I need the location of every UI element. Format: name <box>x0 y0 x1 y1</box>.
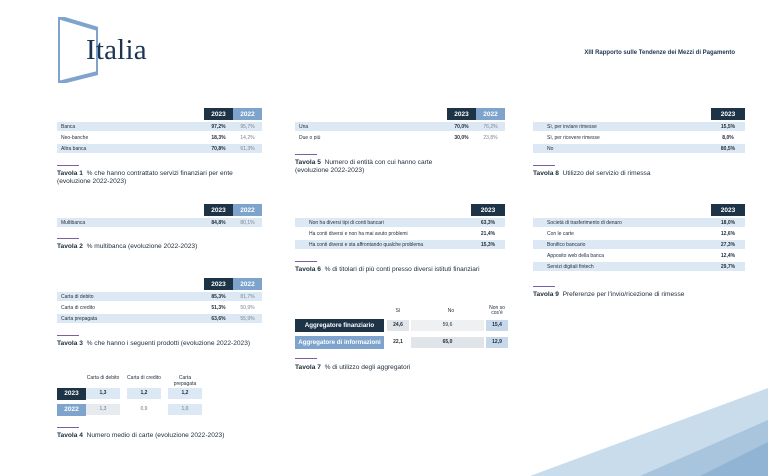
caption-tavola-6: Tavola 6 % di titolari di più conti pres… <box>295 266 480 273</box>
table-row: Multibanca 84,8% 80,1% <box>57 218 262 227</box>
row-label: Aggregatore finanziario <box>295 319 384 332</box>
table-row: Ha conti diversi e sta affrontando qualc… <box>295 240 505 249</box>
page-title: Italia <box>86 34 147 66</box>
table-row: Neo-banche 18,3% 14,2% <box>57 133 262 142</box>
caption-tavola-3: Tavola 3 % che hanno i seguenti prodotti… <box>57 340 251 347</box>
table-row: Servizi digitali fintech 29,7% <box>533 262 745 271</box>
caption-rule <box>57 427 79 428</box>
caption-rule <box>295 358 317 359</box>
table-row: Con le carte 12,6% <box>533 229 745 238</box>
table-tavola-5: 2023 2022 Una 70,0% 76,2% Due o più 30,0% 23,… <box>295 106 505 144</box>
caption-tavola-5: Tavola 5 Numero di entità con cui hanno … <box>295 159 433 175</box>
table-tavola-2: 2023 2022 Multibanca 84,8% 80,1% <box>57 202 262 229</box>
table-row: Ha conti diversi e non ha mai avuto prob… <box>295 229 505 238</box>
table-row: Sì, per inviare rimesse 15,5% <box>533 122 745 131</box>
caption-rule <box>295 261 317 262</box>
caption-tavola-1: Tavola 1 % che hanno contrattato servizi… <box>57 170 233 186</box>
caption-rule <box>57 238 79 239</box>
table-row: Due o più 30,0% 23,8% <box>295 133 505 142</box>
caption-tavola-9: Tavola 9 Preferenze per l'invio/ricezion… <box>533 291 685 298</box>
table-row: Una 70,0% 76,2% <box>295 122 505 131</box>
table-tavola-1: 2023 2022 Banca 97,2% 95,7% Neo-banche 18,3%… <box>57 106 262 155</box>
table-tavola-8: 2023 Sì, per inviare rimesse 15,5% Sì, pe… <box>533 106 745 155</box>
table-row: Banca 97,2% 95,7% <box>57 122 262 131</box>
table-row: Carta di credito 51,3% 50,9% <box>57 303 262 312</box>
table-tavola-9: 2023 Società di trasferimento di denaro 1… <box>533 202 745 273</box>
caption-rule <box>57 335 79 336</box>
table-row: Carta prepagata 63,6% 55,9% <box>57 314 262 323</box>
caption-tavola-7: Tavola 7 % di utilizzo degli aggregatori <box>295 364 411 371</box>
table-row: Società di trasferimento di denaro 18,0% <box>533 218 745 227</box>
report-title: XIII Rapporto sulle Tendenze dei Mezzi d… <box>584 50 735 56</box>
frame-logo-icon <box>58 17 98 83</box>
table-row: Bonifico bancario 27,3% <box>533 240 745 249</box>
table-row: Sì, per ricevere rimesse 8,0% <box>533 133 745 142</box>
year-label: 2023 <box>57 388 86 400</box>
year-label: 2022 <box>57 404 86 416</box>
background-decoration <box>530 388 768 476</box>
table-row: Apposito web della banca 12,4% <box>533 251 745 260</box>
table-tavola-6: 2023 Non ha diversi tipi di conti bancar… <box>295 202 505 251</box>
caption-tavola-4: Tavola 4 Numero medio di carte (evoluzio… <box>57 432 225 439</box>
table-row: Altra banca 70,8% 61,3% <box>57 144 262 153</box>
caption-rule <box>295 154 317 155</box>
caption-rule <box>57 165 79 166</box>
table-tavola-3: 2023 2022 Carta di debito 85,3% 81,7% Carta… <box>57 276 262 325</box>
table-row: Non ha diversi tipi di conti bancari 63,3… <box>295 218 505 227</box>
caption-tavola-8: Tavola 8 Utilizzo del servizio di rimess… <box>533 170 651 177</box>
caption-rule <box>533 286 555 287</box>
row-label: Aggregatore di informazioni <box>295 336 384 349</box>
table-row: No 80,5% <box>533 144 745 153</box>
caption-rule <box>533 165 555 166</box>
caption-tavola-2: Tavola 2 % multibanca (evoluzione 2022-2… <box>57 243 198 250</box>
table-row: Carta di debito 85,3% 81,7% <box>57 292 262 301</box>
